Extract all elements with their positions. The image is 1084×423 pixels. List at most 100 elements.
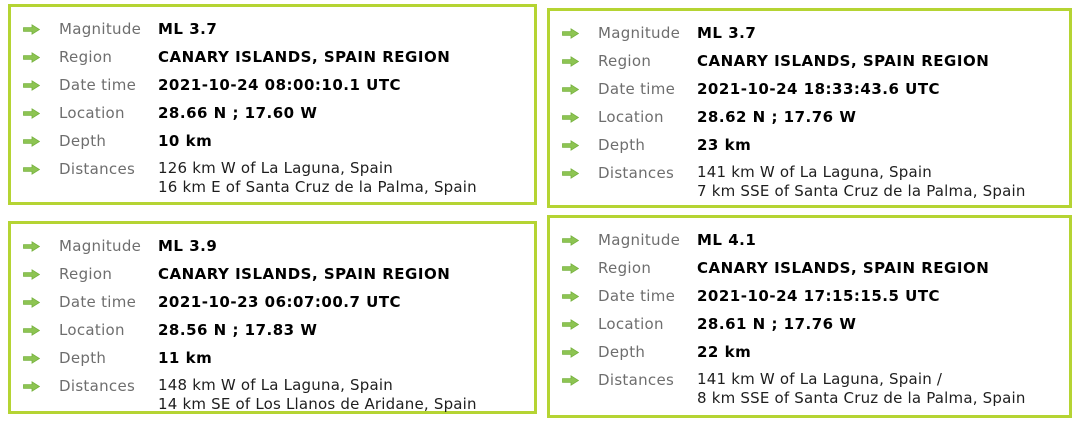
depth-label: Depth bbox=[59, 349, 107, 367]
location-row: Location 28.62 N ; 17.76 W bbox=[562, 107, 1061, 127]
depth-value: 23 km bbox=[697, 136, 752, 154]
magnitude-label: Magnitude bbox=[598, 231, 681, 249]
arrow-icon bbox=[562, 107, 582, 127]
depth-label: Depth bbox=[598, 136, 646, 154]
magnitude-value: ML 3.7 bbox=[697, 24, 757, 42]
magnitude-value: ML 4.1 bbox=[697, 231, 757, 249]
arrow-icon bbox=[562, 314, 582, 334]
earthquake-panel: Magnitude ML 4.1 Region CANARY ISLANDS, … bbox=[547, 215, 1072, 418]
arrow-icon bbox=[562, 230, 582, 250]
depth-row: Depth 11 km bbox=[23, 348, 526, 368]
date-time-row: Date time 2021-10-23 06:07:00.7 UTC bbox=[23, 292, 526, 312]
arrow-icon bbox=[23, 264, 43, 284]
distances-line-1: 141 km W of La Laguna, Spain / bbox=[697, 370, 943, 388]
arrow-icon bbox=[562, 23, 582, 43]
location-row: Location 28.61 N ; 17.76 W bbox=[562, 314, 1061, 334]
location-value: 28.66 N ; 17.60 W bbox=[158, 104, 318, 122]
date-time-row: Date time 2021-10-24 18:33:43.6 UTC bbox=[562, 79, 1061, 99]
region-value: CANARY ISLANDS, SPAIN REGION bbox=[158, 48, 451, 66]
depth-label: Depth bbox=[598, 343, 646, 361]
arrow-icon bbox=[562, 79, 582, 99]
date-time-label: Date time bbox=[59, 76, 137, 94]
depth-row: Depth 10 km bbox=[23, 131, 526, 151]
date-time-value: 2021-10-23 06:07:00.7 UTC bbox=[158, 293, 402, 311]
distances-value: 126 km W of La Laguna, Spain 16 km E of … bbox=[158, 159, 477, 197]
date-time-value: 2021-10-24 08:00:10.1 UTC bbox=[158, 76, 402, 94]
magnitude-row: Magnitude ML 3.9 bbox=[23, 236, 526, 256]
location-value: 28.62 N ; 17.76 W bbox=[697, 108, 857, 126]
date-time-row: Date time 2021-10-24 08:00:10.1 UTC bbox=[23, 75, 526, 95]
region-label: Region bbox=[59, 265, 113, 283]
location-label: Location bbox=[598, 108, 664, 126]
arrow-icon bbox=[23, 320, 43, 340]
location-value: 28.56 N ; 17.83 W bbox=[158, 321, 318, 339]
location-value: 28.61 N ; 17.76 W bbox=[697, 315, 857, 333]
distances-label: Distances bbox=[598, 164, 675, 182]
distances-row: Distances 141 km W of La Laguna, Spain 7… bbox=[562, 163, 1061, 201]
arrow-icon bbox=[23, 75, 43, 95]
date-time-value: 2021-10-24 17:15:15.5 UTC bbox=[697, 287, 941, 305]
depth-row: Depth 23 km bbox=[562, 135, 1061, 155]
location-row: Location 28.66 N ; 17.60 W bbox=[23, 103, 526, 123]
arrow-icon bbox=[23, 236, 43, 256]
distances-line-1: 141 km W of La Laguna, Spain bbox=[697, 163, 932, 181]
distances-row: Distances 148 km W of La Laguna, Spain 1… bbox=[23, 376, 526, 414]
distances-label: Distances bbox=[59, 377, 136, 395]
arrow-icon bbox=[562, 163, 582, 183]
distances-row: Distances 126 km W of La Laguna, Spain 1… bbox=[23, 159, 526, 197]
arrow-icon bbox=[562, 342, 582, 362]
distances-value: 141 km W of La Laguna, Spain / 8 km SSE … bbox=[697, 370, 1026, 408]
distances-label: Distances bbox=[598, 371, 675, 389]
region-row: Region CANARY ISLANDS, SPAIN REGION bbox=[23, 47, 526, 67]
arrow-icon bbox=[562, 135, 582, 155]
region-value: CANARY ISLANDS, SPAIN REGION bbox=[697, 259, 990, 277]
location-label: Location bbox=[59, 321, 125, 339]
magnitude-value: ML 3.9 bbox=[158, 237, 218, 255]
magnitude-label: Magnitude bbox=[59, 237, 142, 255]
date-time-row: Date time 2021-10-24 17:15:15.5 UTC bbox=[562, 286, 1061, 306]
earthquake-panel: Magnitude ML 3.7 Region CANARY ISLANDS, … bbox=[547, 8, 1072, 208]
depth-label: Depth bbox=[59, 132, 107, 150]
date-time-value: 2021-10-24 18:33:43.6 UTC bbox=[697, 80, 941, 98]
depth-value: 22 km bbox=[697, 343, 752, 361]
region-label: Region bbox=[598, 259, 652, 277]
arrow-icon bbox=[562, 258, 582, 278]
arrow-icon bbox=[23, 131, 43, 151]
arrow-icon bbox=[23, 47, 43, 67]
magnitude-row: Magnitude ML 4.1 bbox=[562, 230, 1061, 250]
depth-value: 11 km bbox=[158, 349, 213, 367]
earthquake-panel: Magnitude ML 3.9 Region CANARY ISLANDS, … bbox=[8, 221, 537, 414]
distances-value: 141 km W of La Laguna, Spain 7 km SSE of… bbox=[697, 163, 1026, 201]
distances-line-2: 14 km SE of Los Llanos de Aridane, Spain bbox=[158, 395, 477, 413]
arrow-icon bbox=[562, 51, 582, 71]
magnitude-row: Magnitude ML 3.7 bbox=[23, 19, 526, 39]
distances-line-2: 16 km E of Santa Cruz de la Palma, Spain bbox=[158, 178, 477, 196]
depth-value: 10 km bbox=[158, 132, 213, 150]
region-value: CANARY ISLANDS, SPAIN REGION bbox=[158, 265, 451, 283]
arrow-icon bbox=[23, 103, 43, 123]
distances-row: Distances 141 km W of La Laguna, Spain /… bbox=[562, 370, 1061, 408]
earthquake-panel: Magnitude ML 3.7 Region CANARY ISLANDS, … bbox=[8, 4, 537, 205]
distances-line-1: 148 km W of La Laguna, Spain bbox=[158, 376, 393, 394]
arrow-icon bbox=[23, 19, 43, 39]
magnitude-value: ML 3.7 bbox=[158, 20, 218, 38]
distances-line-2: 8 km SSE of Santa Cruz de la Palma, Spai… bbox=[697, 389, 1026, 407]
distances-value: 148 km W of La Laguna, Spain 14 km SE of… bbox=[158, 376, 477, 414]
depth-row: Depth 22 km bbox=[562, 342, 1061, 362]
magnitude-label: Magnitude bbox=[59, 20, 142, 38]
region-label: Region bbox=[598, 52, 652, 70]
date-time-label: Date time bbox=[598, 287, 676, 305]
arrow-icon bbox=[562, 370, 582, 390]
arrow-icon bbox=[23, 348, 43, 368]
magnitude-row: Magnitude ML 3.7 bbox=[562, 23, 1061, 43]
region-value: CANARY ISLANDS, SPAIN REGION bbox=[697, 52, 990, 70]
region-row: Region CANARY ISLANDS, SPAIN REGION bbox=[562, 258, 1061, 278]
location-label: Location bbox=[59, 104, 125, 122]
magnitude-label: Magnitude bbox=[598, 24, 681, 42]
date-time-label: Date time bbox=[59, 293, 137, 311]
region-row: Region CANARY ISLANDS, SPAIN REGION bbox=[23, 264, 526, 284]
region-row: Region CANARY ISLANDS, SPAIN REGION bbox=[562, 51, 1061, 71]
location-label: Location bbox=[598, 315, 664, 333]
arrow-icon bbox=[23, 292, 43, 312]
location-row: Location 28.56 N ; 17.83 W bbox=[23, 320, 526, 340]
